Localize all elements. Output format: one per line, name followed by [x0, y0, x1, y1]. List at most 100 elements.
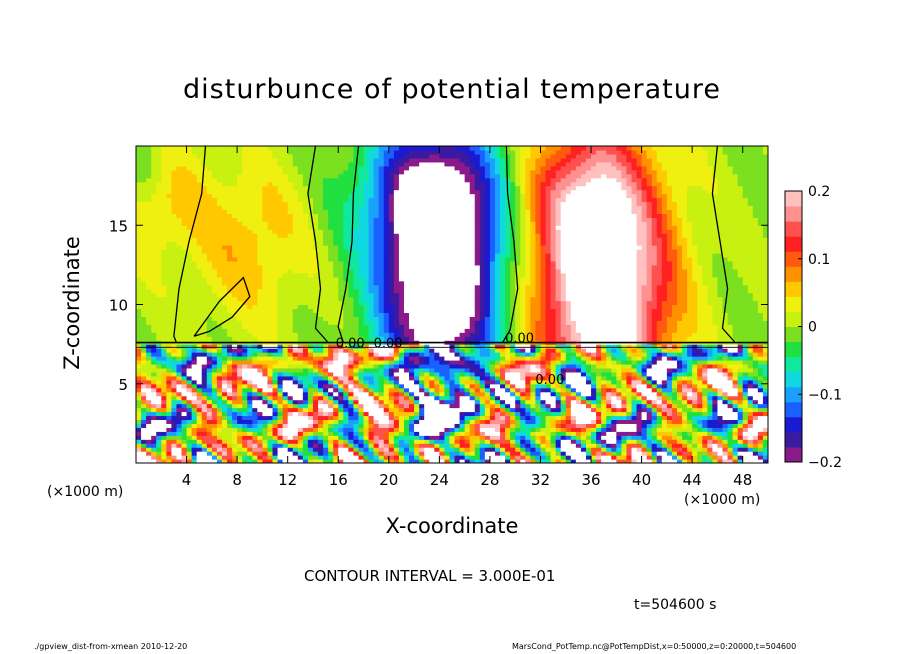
- heatmap-cell: [550, 320, 557, 325]
- heatmap-cell: [601, 455, 607, 460]
- heatmap-cell: [651, 427, 658, 432]
- heatmap-cell: [606, 316, 612, 321]
- heatmap-cell: [510, 407, 516, 413]
- heatmap-cell: [682, 383, 688, 389]
- heatmap-cell: [403, 379, 410, 385]
- heatmap-cell: [368, 391, 375, 397]
- heatmap-cell: [242, 320, 248, 325]
- heatmap-cell: [707, 308, 713, 314]
- heatmap-cell: [585, 455, 592, 460]
- heatmap-cell: [479, 407, 486, 413]
- heatmap-cell: [292, 415, 299, 421]
- heatmap-cell: [464, 391, 471, 397]
- heatmap-cell: [621, 387, 628, 393]
- heatmap-cell: [161, 407, 167, 413]
- heatmap-cell: [575, 320, 582, 325]
- heatmap-cell: [287, 415, 294, 421]
- heatmap-cell: [545, 356, 552, 361]
- heatmap-cell: [697, 379, 703, 385]
- heatmap-cell: [621, 363, 628, 369]
- heatmap-cell: [151, 455, 157, 460]
- heatmap-cell: [171, 375, 178, 381]
- heatmap-cell: [661, 328, 668, 333]
- heatmap-cell: [262, 399, 269, 405]
- heatmap-cell: [232, 395, 238, 401]
- heatmap-cell: [227, 332, 233, 337]
- heatmap-cell: [555, 375, 562, 381]
- heatmap-cell: [747, 395, 754, 401]
- heatmap-cell: [692, 324, 698, 329]
- heatmap-cell: [762, 356, 768, 361]
- heatmap-cell: [181, 375, 188, 381]
- heatmap-cell: [206, 439, 213, 444]
- heatmap-cell: [196, 399, 203, 405]
- heatmap-cell: [535, 356, 542, 361]
- heatmap-cell: [575, 312, 582, 317]
- heatmap-cell: [727, 308, 734, 314]
- heatmap-cell: [454, 407, 461, 413]
- heatmap-cell: [459, 447, 466, 452]
- heatmap-cell: [747, 459, 754, 463]
- heatmap-cell: [742, 348, 749, 353]
- heatmap-cell: [712, 375, 719, 381]
- heatmap-cell: [737, 423, 744, 428]
- heatmap-cell: [762, 407, 768, 413]
- heatmap-cell: [469, 435, 476, 440]
- heatmap-cell: [267, 352, 274, 357]
- heatmap-cell: [439, 332, 446, 337]
- heatmap-cell: [692, 415, 698, 421]
- heatmap-cell: [343, 344, 349, 349]
- heatmap-cell: [307, 455, 314, 460]
- heatmap-cell: [525, 375, 531, 381]
- heatmap-cell: [398, 447, 405, 452]
- heatmap-cell: [464, 356, 471, 361]
- heatmap-cell: [520, 399, 526, 405]
- heatmap-cell: [383, 344, 390, 349]
- heatmap-cell: [302, 367, 309, 373]
- heatmap-cell: [555, 419, 562, 424]
- heatmap-cell: [196, 367, 203, 373]
- heatmap-cell: [211, 443, 218, 448]
- heatmap-cell: [505, 320, 511, 325]
- heatmap-cell: [414, 427, 420, 432]
- heatmap-cell: [540, 336, 547, 341]
- heatmap-cell: [601, 359, 607, 365]
- heatmap-cell: [530, 427, 537, 432]
- heatmap-cell: [267, 324, 274, 329]
- heatmap-cell: [434, 352, 440, 357]
- heatmap-cell: [707, 332, 713, 337]
- heatmap-cell: [414, 387, 420, 393]
- heatmap-cell: [510, 427, 516, 432]
- heatmap-cell: [732, 383, 739, 389]
- heatmap-cell: [535, 391, 542, 397]
- heatmap-cell: [727, 344, 734, 349]
- heatmap-cell: [141, 459, 147, 463]
- heatmap-cell: [535, 407, 542, 413]
- heatmap-cell: [161, 340, 167, 345]
- heatmap-cell: [201, 359, 208, 365]
- heatmap-cell: [550, 395, 557, 401]
- heatmap-cell: [697, 431, 703, 436]
- heatmap-cell: [454, 320, 461, 325]
- heatmap-cell: [398, 304, 405, 310]
- heatmap-cell: [292, 308, 299, 314]
- heatmap-cell: [191, 443, 198, 448]
- heatmap-cell: [449, 423, 456, 428]
- heatmap-cell: [434, 451, 440, 456]
- heatmap-cell: [247, 367, 253, 373]
- heatmap-cell: [227, 415, 233, 421]
- heatmap-cell: [631, 451, 638, 456]
- heatmap-cell: [191, 419, 198, 424]
- heatmap-cell: [449, 356, 456, 361]
- heatmap-cell: [186, 367, 193, 373]
- heatmap-cell: [616, 407, 622, 413]
- heatmap-cell: [692, 332, 698, 337]
- heatmap-cell: [631, 423, 638, 428]
- heatmap-cell: [530, 403, 537, 409]
- heatmap-cell: [232, 411, 238, 417]
- heatmap-cell: [368, 356, 375, 361]
- heatmap-cell: [515, 320, 521, 325]
- heatmap-cell: [287, 423, 294, 428]
- heatmap-cell: [641, 411, 648, 417]
- heatmap-cell: [419, 431, 425, 436]
